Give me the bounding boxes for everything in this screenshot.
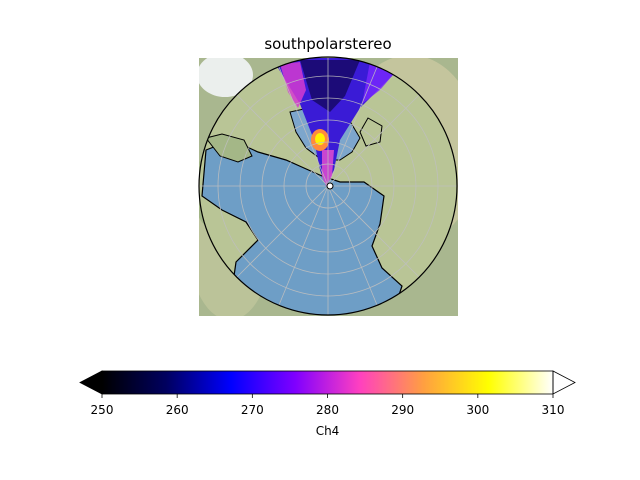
colorbar-extend-max — [552, 370, 576, 395]
colorbar-fill — [102, 371, 553, 394]
colorbar-tick-label: 310 — [542, 403, 565, 417]
colorbar-tick-label: 300 — [466, 403, 489, 417]
colorbar-tick-label: 280 — [316, 403, 339, 417]
colorbar-tick-label: 270 — [241, 403, 264, 417]
coast-west — [205, 133, 253, 163]
chart-title: southpolarstereo — [264, 35, 391, 53]
pole-marker — [326, 182, 334, 190]
ice-cap — [199, 58, 253, 97]
data-swath-magenta — [280, 62, 306, 108]
colorbar-tick-label: 260 — [166, 403, 189, 417]
polar-disk — [199, 57, 457, 315]
coast-east — [359, 117, 383, 147]
colorbar-extend-min — [79, 370, 103, 395]
colorbar-ticks: 250 260 270 280 290 300 310 — [91, 394, 565, 417]
map-boundary — [198, 56, 458, 316]
colorbar: 250 260 270 280 290 300 310 Ch4 — [79, 370, 576, 438]
colorbar-label: Ch4 — [316, 424, 340, 438]
colorbar-tick-label: 250 — [91, 403, 114, 417]
colorbar-tick-label: 290 — [391, 403, 414, 417]
